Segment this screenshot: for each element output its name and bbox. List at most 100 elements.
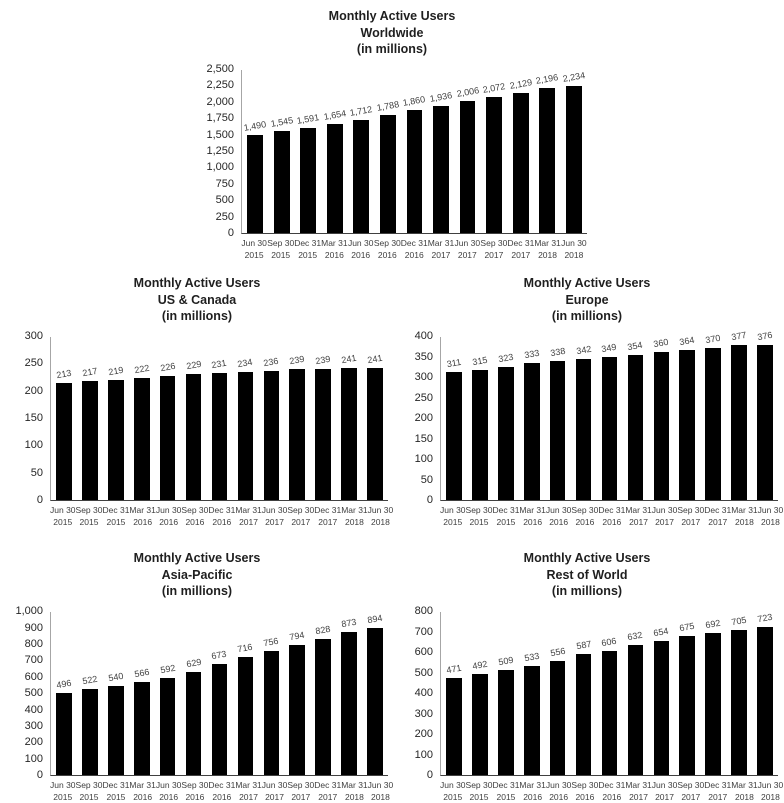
bar-slot: 1,591 <box>295 70 322 233</box>
x-tick-line-year: 2018 <box>760 516 780 527</box>
bar <box>237 657 254 775</box>
x-tick-line-year: 2017 <box>708 516 728 527</box>
bar-value-label: 219 <box>107 364 124 378</box>
y-axis: 0 250 500 750 1,000 1,250 1,500 1,750 2,000 2,250… <box>197 64 241 239</box>
bar-slot: 492 <box>467 612 493 775</box>
bar-value-label: 239 <box>314 353 332 367</box>
bar-value-label: 705 <box>730 615 748 628</box>
x-tick-line-date: Jun 30 <box>261 504 288 515</box>
bar-value-label: 533 <box>523 650 540 663</box>
bar-slot: 231 <box>207 337 233 500</box>
x-axis-tick-label: Sep 30 2016 <box>181 504 208 529</box>
bar-value-label: 1,545 <box>269 115 294 130</box>
bar-value-label: 360 <box>652 336 670 350</box>
x-axis-tick-label: Mar 31 2016 <box>519 504 545 529</box>
x-tick-line-year: 2017 <box>318 516 338 527</box>
x-tick-line-year: 2016 <box>159 516 179 527</box>
plot-column: 496 522 540 566 592 629 673 716 756 794 828 873 894 J… <box>50 611 393 803</box>
x-tick-line-date: Dec 31 <box>492 504 520 515</box>
y-axis-tick-label: 1,750 <box>206 112 234 125</box>
bar-value-label: 213 <box>55 367 73 381</box>
bar-value-label: 496 <box>55 678 73 691</box>
x-tick-line-year: 2016 <box>185 516 205 527</box>
chart-plot-area: 0 100 200 300 400 500 600 700 800 471 492 509 533 556… <box>396 606 784 803</box>
plot: 213 217 219 222 226 229 231 234 236 239 239 241 241 <box>50 336 388 501</box>
bar-value-label: 239 <box>288 353 306 367</box>
bar <box>82 689 98 775</box>
y-axis-tick-label: 300 <box>24 330 43 343</box>
x-tick-line-year: 2015 <box>443 792 463 803</box>
x-tick-line-year: 2017 <box>318 792 338 803</box>
x-tick-line-year: 2015 <box>271 249 291 260</box>
x-axis-tick-label: Jun 30 2017 <box>652 779 678 803</box>
bar-value-label: 1,490 <box>243 118 268 133</box>
x-tick-line-year: 2017 <box>239 516 258 527</box>
x-tick-line-date: Sep 30 <box>571 779 599 790</box>
y-axis-tick-label: 500 <box>215 194 234 207</box>
bar-slot: 1,936 <box>428 70 455 233</box>
x-axis-tick-label: Jun 30 2015 <box>440 779 466 803</box>
x-tick-line-date: Jun 30 <box>155 779 182 790</box>
x-axis-tick-label: Mar 31 2016 <box>321 237 347 262</box>
bar <box>731 345 747 500</box>
bar-slot: 873 <box>336 612 362 775</box>
x-tick-line-date: Jun 30 <box>651 779 678 790</box>
bar-value-label: 241 <box>340 352 358 366</box>
x-tick-line-date: Sep 30 <box>75 504 103 515</box>
x-tick-line-date: Jun 30 <box>367 779 394 790</box>
plot: 471 492 509 533 556 587 606 632 654 675 692 705 723 <box>440 611 778 776</box>
x-tick-line-year: 2018 <box>734 792 754 803</box>
bar <box>263 650 280 775</box>
x-tick-line-year: 2017 <box>239 792 258 803</box>
bar-value-label: 673 <box>211 649 228 662</box>
chart-title-line: Monthly Active Users <box>133 551 261 566</box>
y-axis: 0 50 100 150 200 250 300 350 400 <box>396 331 440 506</box>
bar <box>705 632 721 775</box>
x-axis-tick-label: Dec 31 2015 <box>492 504 519 529</box>
bar-value-label: 311 <box>445 356 462 370</box>
bar <box>159 677 176 775</box>
bar <box>133 681 150 775</box>
chart-europe: Monthly Active Users Europe (in millions… <box>396 275 784 529</box>
bar <box>108 379 124 500</box>
bar <box>315 368 331 500</box>
bar-value-label: 241 <box>366 352 384 366</box>
x-tick-line-date: Dec 31 <box>294 237 322 248</box>
bar <box>472 673 488 775</box>
x-tick-line-date: Jun 30 <box>261 779 288 790</box>
bar-value-label: 370 <box>704 332 722 346</box>
bar-value-label: 342 <box>575 344 592 357</box>
chart-rest-of-world: Monthly Active Users Rest of World (in m… <box>396 550 784 803</box>
x-axis-tick-label: Jun 30 2018 <box>368 504 394 529</box>
x-axis-tick-label: Mar 31 2018 <box>341 779 367 803</box>
x-tick-line-year: 2017 <box>457 249 477 260</box>
y-axis-tick-label: 0 <box>227 227 234 239</box>
x-tick-line-date: Dec 31 <box>400 237 428 248</box>
bar-value-label: 236 <box>262 355 280 368</box>
chart-title-line: Europe <box>565 292 609 307</box>
y-axis-tick-label: 1,000 <box>206 161 234 174</box>
x-tick-line-date: Jun 30 <box>50 779 76 790</box>
x-tick-line-year: 2016 <box>324 249 344 260</box>
y-axis-tick-label: 50 <box>420 473 433 486</box>
y-axis-tick-label: 1,000 <box>15 605 43 618</box>
bar-slot: 229 <box>181 337 207 500</box>
y-axis-tick-label: 0 <box>426 494 433 507</box>
x-tick-line-year: 2017 <box>265 516 284 527</box>
bar-slot: 323 <box>493 337 519 500</box>
x-tick-line-date: Jun 30 <box>757 779 784 790</box>
bar-slot: 540 <box>103 612 129 775</box>
y-axis-tick-label: 2,000 <box>206 95 234 108</box>
x-tick-line-date: Jun 30 <box>50 504 76 515</box>
bar <box>498 367 514 500</box>
x-tick-line-year: 2016 <box>602 792 622 803</box>
x-axis-labels: Jun 30 2015 Sep 30 2015 Dec 31 2015 Mar 31 2016… <box>440 779 783 803</box>
x-tick-line-date: Dec 31 <box>314 779 342 790</box>
x-axis-tick-label: Sep 30 2017 <box>677 779 704 803</box>
x-tick-line-year: 2017 <box>655 516 674 527</box>
bar <box>433 105 449 233</box>
bar <box>459 100 476 233</box>
bar-slot: 756 <box>258 612 284 775</box>
x-tick-line-year: 2017 <box>681 516 701 527</box>
